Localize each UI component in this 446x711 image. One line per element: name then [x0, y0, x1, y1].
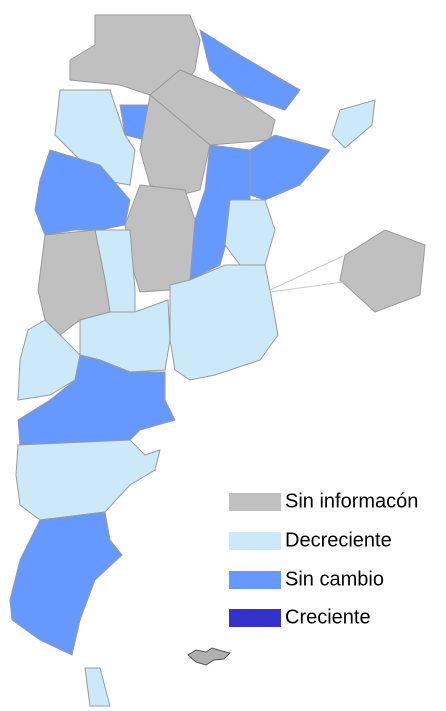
inset-line: [269, 281, 344, 293]
legend-swatch: [229, 532, 281, 550]
legend-swatch: [229, 571, 281, 589]
province: [249, 134, 331, 201]
province: [84, 667, 111, 707]
provinces: [9, 14, 426, 707]
province: [54, 89, 136, 186]
province: [124, 184, 196, 293]
inset-line: [269, 255, 344, 291]
legend-label: Sin informacón: [285, 490, 418, 512]
province: [34, 149, 131, 236]
province: [169, 264, 279, 381]
legend-label: Creciente: [285, 606, 371, 628]
province: [199, 28, 301, 111]
legend-label: Sin cambio: [285, 568, 384, 590]
islands: [187, 647, 231, 666]
province: [17, 354, 176, 446]
legend-swatch: [229, 493, 281, 511]
province: [9, 511, 123, 656]
legend-swatch: [229, 609, 281, 627]
province: [331, 99, 376, 149]
province: [15, 439, 161, 521]
inset-province: [339, 229, 426, 313]
legend-label: Decreciente: [285, 529, 392, 551]
province: [189, 144, 251, 281]
legend: Sin informacón Decreciente Sin cambio Creci…: [229, 490, 418, 628]
province: [224, 199, 276, 266]
